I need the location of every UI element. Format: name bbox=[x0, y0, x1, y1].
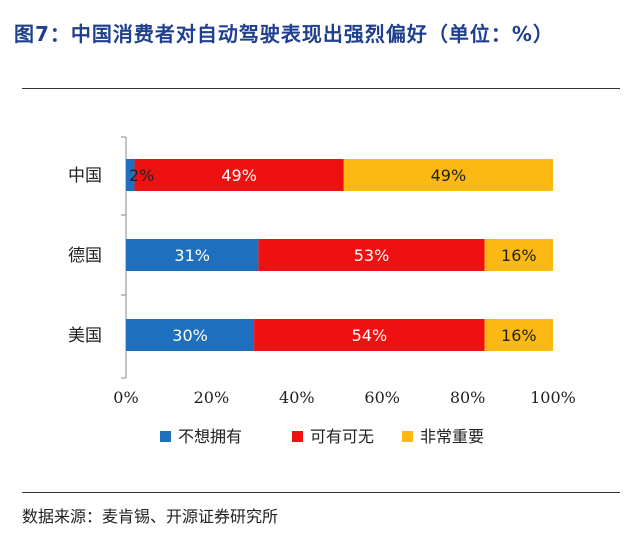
legend-swatch bbox=[402, 431, 413, 442]
data-label: 53% bbox=[354, 246, 390, 265]
chart-title: 图7：中国消费者对自动驾驶表现出强烈偏好（单位：%） bbox=[14, 22, 554, 46]
bottom-divider bbox=[22, 492, 620, 493]
data-label: 16% bbox=[501, 246, 537, 265]
x-tick-label: 40% bbox=[279, 388, 315, 407]
x-tick-label: 20% bbox=[194, 388, 230, 407]
bar-segment bbox=[126, 239, 259, 271]
data-label: 49% bbox=[431, 166, 467, 185]
category-label: 德国 bbox=[68, 246, 102, 266]
bar-segment bbox=[126, 319, 255, 351]
x-tick-label: 60% bbox=[364, 388, 400, 407]
data-label: 30% bbox=[172, 326, 208, 345]
bar-segment bbox=[484, 239, 553, 271]
data-label: 2% bbox=[129, 166, 154, 185]
data-label: 54% bbox=[352, 326, 388, 345]
legend-label: 非常重要 bbox=[420, 427, 484, 446]
bar-segment bbox=[484, 319, 553, 351]
data-label: 31% bbox=[174, 246, 210, 265]
x-tick-label: 100% bbox=[530, 388, 576, 407]
data-label: 16% bbox=[501, 326, 537, 345]
legend-label: 可有可无 bbox=[310, 427, 374, 446]
legend-label: 不想拥有 bbox=[178, 427, 242, 446]
bar-segment bbox=[254, 319, 485, 351]
legend-swatch bbox=[292, 431, 303, 442]
category-label: 中国 bbox=[68, 166, 102, 186]
top-divider bbox=[22, 88, 620, 89]
bar-segment bbox=[258, 239, 485, 271]
bar-segment bbox=[134, 159, 344, 191]
x-tick-label: 80% bbox=[450, 388, 486, 407]
category-label: 美国 bbox=[68, 326, 102, 346]
data-label: 49% bbox=[221, 166, 257, 185]
x-tick-label: 0% bbox=[113, 388, 138, 407]
legend-swatch bbox=[160, 431, 171, 442]
source-note: 数据来源：麦肯锡、开源证券研究所 bbox=[22, 507, 279, 526]
bar-segment bbox=[343, 159, 553, 191]
bar-segment bbox=[126, 159, 135, 191]
